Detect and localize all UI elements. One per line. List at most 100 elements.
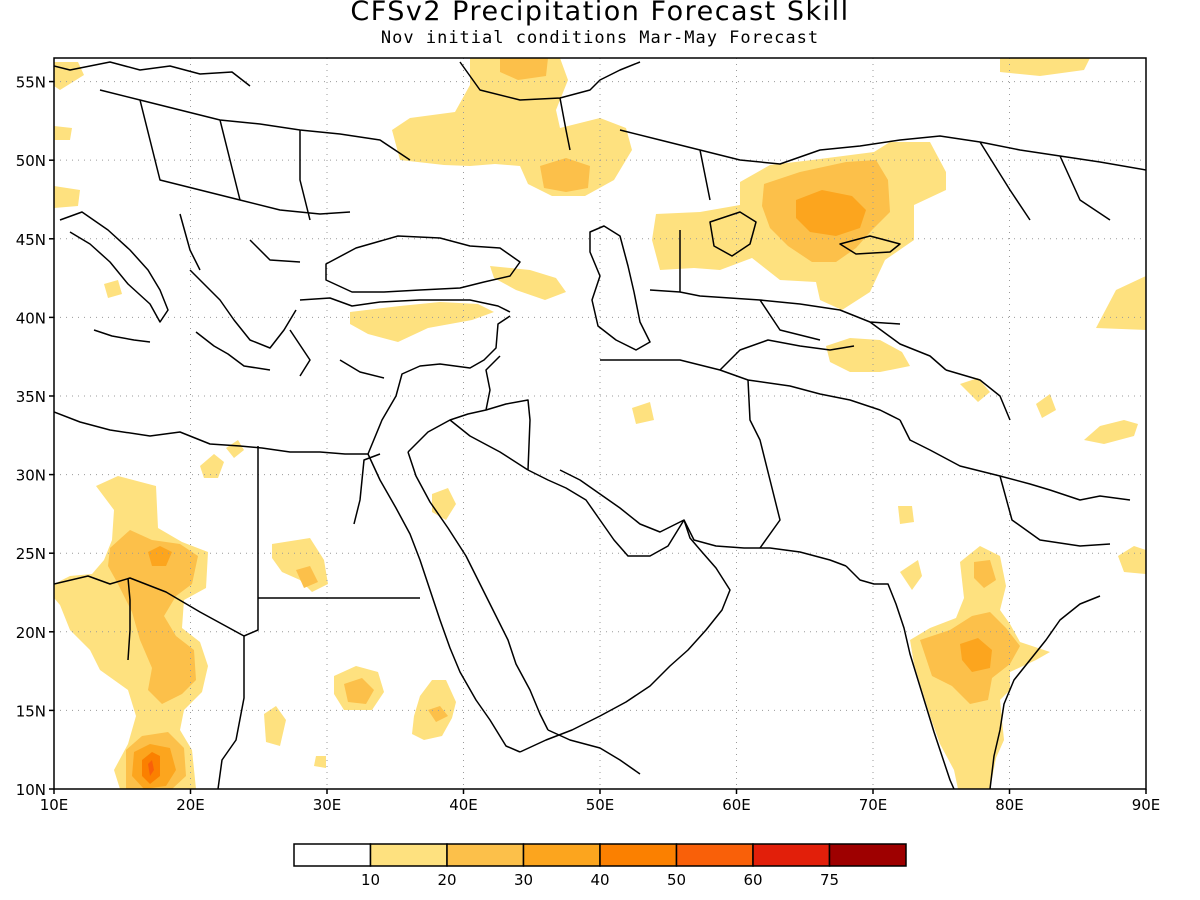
africa-borders <box>54 446 420 789</box>
x-tick-label: 90E <box>1132 796 1161 814</box>
shading-region <box>1036 394 1056 418</box>
shading-region <box>796 190 866 236</box>
india-east-coastline <box>989 595 1101 789</box>
europe-north-coastline <box>54 61 251 87</box>
y-tick-label: 15N <box>16 702 46 720</box>
europe-borders <box>99 89 411 271</box>
shading-region <box>226 440 244 458</box>
shading-region <box>108 530 198 704</box>
caspian-sea-coastline <box>589 225 651 351</box>
turkey-coastline <box>289 297 511 379</box>
shading-region <box>1118 546 1146 574</box>
y-tick-label: 35N <box>16 388 46 406</box>
balkans-coastline <box>189 269 297 371</box>
colorbar-swatch <box>293 843 372 867</box>
shading-region <box>898 506 914 524</box>
y-tick-label: 50N <box>16 152 46 170</box>
y-tick-label: 10N <box>16 781 46 799</box>
shading-region <box>54 62 84 90</box>
northern-borders <box>619 129 1146 221</box>
y-tick-label: 55N <box>16 74 46 92</box>
shading-region <box>200 454 224 478</box>
shading-region <box>104 280 122 298</box>
chart-subtitle: Nov initial conditions Mar-May Forecast <box>380 28 820 48</box>
coastlines-and-borders <box>54 61 1146 789</box>
middle-east-borders <box>407 355 531 471</box>
x-tick-label: 20E <box>176 796 205 814</box>
colorbar-swatch <box>828 843 907 867</box>
central-asia-borders <box>649 230 947 371</box>
colorbar-label: 10 <box>361 871 380 889</box>
red-sea-coastline <box>367 451 549 753</box>
shading-region <box>148 760 154 776</box>
colorbar-label: 50 <box>667 871 686 889</box>
shading-region <box>54 126 72 140</box>
lake-balkhash-coastline <box>839 235 901 255</box>
shading-region <box>1000 58 1090 76</box>
shading-region <box>54 476 208 789</box>
x-tick-label: 10E <box>40 796 69 814</box>
colorbar-swatch <box>446 843 525 867</box>
south-asia-borders <box>899 369 1131 547</box>
x-tick-label: 70E <box>859 796 888 814</box>
colorbar-swatch <box>675 843 754 867</box>
italy-coastline <box>59 211 169 343</box>
x-tick-label: 60E <box>722 796 751 814</box>
y-tick-label: 25N <box>16 545 46 563</box>
y-tick-label: 45N <box>16 231 46 249</box>
shading-region <box>392 58 632 196</box>
y-tick-label: 30N <box>16 467 46 485</box>
colorbar-label: 40 <box>590 871 609 889</box>
shading-region <box>900 560 922 590</box>
y-tick-label: 20N <box>16 624 46 642</box>
shading-region <box>1084 420 1138 444</box>
shading-region <box>264 706 286 746</box>
shading-region <box>826 338 910 372</box>
arabia-south-coastline <box>519 519 731 753</box>
horn-of-africa-coastline <box>547 729 641 775</box>
shading-region <box>148 546 172 566</box>
colorbar-swatch <box>752 843 831 867</box>
colorbar-swatch <box>599 843 678 867</box>
shading-region <box>314 756 326 768</box>
india-west-coastline <box>845 565 955 789</box>
russia-borders <box>459 61 641 151</box>
shading-region <box>960 378 990 402</box>
colorbar-legend: 10 20 30 40 50 60 75 <box>293 843 907 889</box>
shading-region <box>540 158 590 192</box>
shading-region <box>490 266 566 300</box>
colorbar-label: 60 <box>743 871 762 889</box>
colorbar-swatch <box>369 843 448 867</box>
colorbar-swatch <box>522 843 601 867</box>
x-tick-label: 40E <box>449 796 478 814</box>
shading-region <box>974 560 996 588</box>
x-tick-label: 80E <box>995 796 1024 814</box>
shading-region <box>350 302 494 342</box>
shading-region <box>344 678 374 704</box>
shading-region <box>432 488 456 520</box>
colorbar-label: 20 <box>437 871 456 889</box>
shading-region <box>296 566 318 588</box>
iran-afghanistan-borders <box>600 339 901 549</box>
skill-shading <box>54 58 1146 789</box>
y-axis: 10N 15N 20N 25N 30N 35N 40N 45N 50N 55N <box>16 74 54 799</box>
shading-region <box>54 186 80 208</box>
colorbar-label: 30 <box>514 871 533 889</box>
gridlines <box>54 58 1146 789</box>
x-tick-label: 50E <box>586 796 615 814</box>
shading-region <box>632 402 654 424</box>
x-axis: 10E 20E 30E 40E 50E 60E 70E 80E 90E <box>40 789 1161 814</box>
colorbar-label: 75 <box>820 871 839 889</box>
shading-region <box>1096 276 1146 330</box>
chart-title: CFSv2 Precipitation Forecast Skill <box>350 0 850 27</box>
x-tick-label: 30E <box>313 796 342 814</box>
mediterranean-coastline <box>54 315 511 455</box>
shading-region <box>272 538 328 592</box>
black-sea-coastline <box>325 235 521 293</box>
aral-sea-coastline <box>709 211 757 257</box>
shading-region <box>500 58 548 80</box>
y-tick-label: 40N <box>16 309 46 327</box>
persian-gulf-coastline <box>527 469 847 567</box>
shading-region <box>960 638 992 672</box>
